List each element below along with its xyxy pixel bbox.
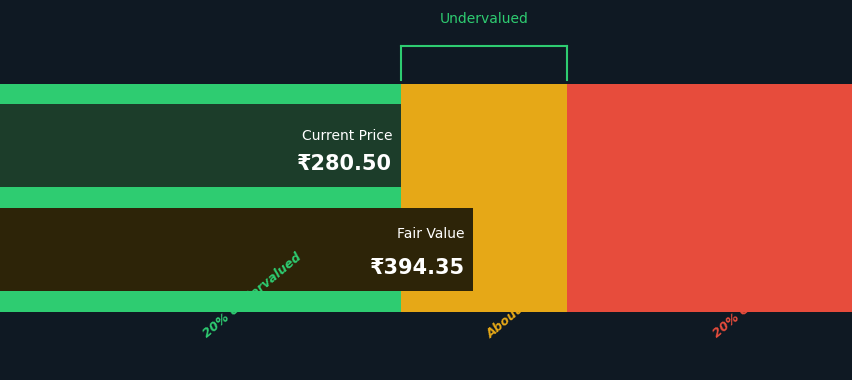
Text: Current Price: Current Price [302, 129, 392, 143]
Text: ₹394.35: ₹394.35 [369, 258, 464, 278]
Text: 20% Undervalued: 20% Undervalued [200, 251, 303, 340]
Text: About Right: About Right [484, 276, 556, 340]
Bar [567, 84, 852, 312]
Bar [400, 84, 567, 312]
Bar [0, 84, 400, 312]
Text: ₹280.50: ₹280.50 [297, 154, 392, 174]
Text: Fair Value: Fair Value [397, 228, 464, 242]
Text: 20% Overvalued: 20% Overvalued [709, 257, 805, 340]
Bar [0, 208, 473, 291]
Text: Undervalued: Undervalued [439, 12, 528, 26]
Bar [0, 104, 400, 187]
